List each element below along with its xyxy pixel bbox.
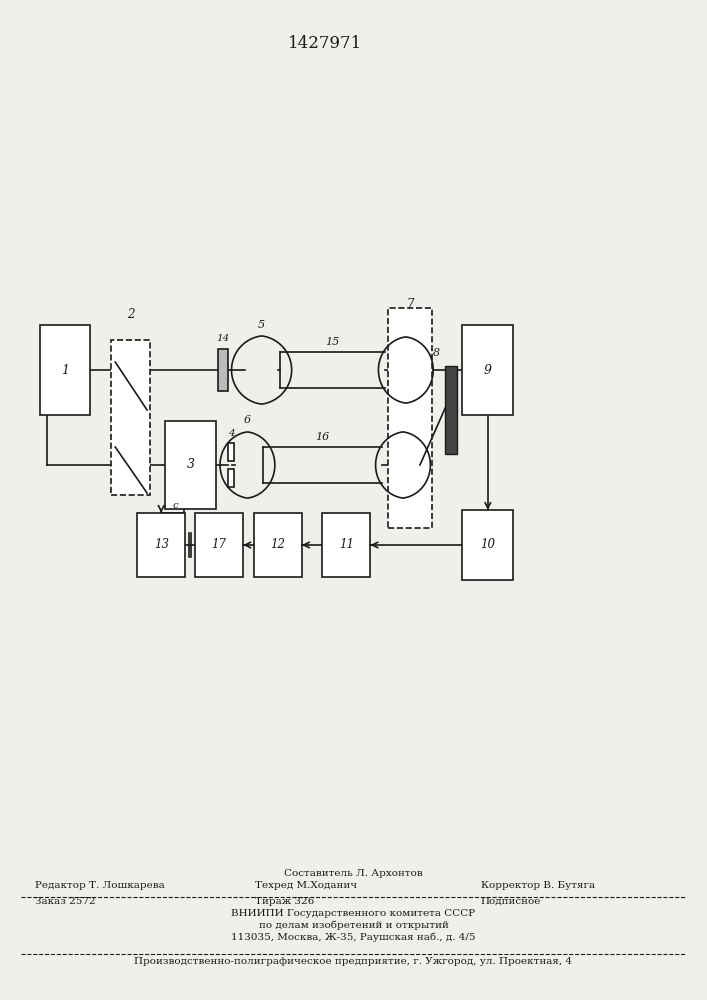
Bar [137,513,185,577]
Bar [445,365,457,454]
Text: 14: 14 [216,334,229,343]
Text: Редактор Т. Лошкарева: Редактор Т. Лошкарева [35,881,165,890]
Text: Техред М.Ходанич: Техред М.Ходанич [255,881,356,890]
Bar [228,469,234,487]
Text: 1427971: 1427971 [288,35,363,52]
Bar [111,340,150,495]
Text: 8: 8 [433,348,440,358]
Bar [462,325,513,415]
Text: 3: 3 [187,458,195,472]
Bar [462,510,513,580]
Text: 2: 2 [127,308,134,322]
Text: 16: 16 [315,432,329,442]
Text: 5: 5 [258,320,265,330]
Text: 17: 17 [211,538,227,552]
Text: 1: 1 [61,363,69,376]
Text: 9: 9 [484,363,492,376]
Text: Подписное: Подписное [481,897,541,906]
Text: 4: 4 [228,429,235,438]
Text: Корректор В. Бутяга: Корректор В. Бутяга [481,881,595,890]
Text: 6: 6 [244,415,251,425]
Text: ВНИИПИ Государственного комитета СССР: ВНИИПИ Государственного комитета СССР [231,909,476,918]
Text: c: c [173,501,178,510]
Bar [254,513,302,577]
Bar [40,325,90,415]
Text: 7: 7 [407,298,414,311]
Bar [388,308,432,527]
Text: 11: 11 [339,538,354,552]
Text: по делам изобретений и открытий: по делам изобретений и открытий [259,920,448,930]
Bar [228,443,234,461]
Text: 12: 12 [270,538,286,552]
Text: Заказ 2572: Заказ 2572 [35,897,96,906]
Bar [218,349,228,391]
Bar [322,513,370,577]
Text: 10: 10 [480,538,496,552]
Text: 13: 13 [153,538,169,552]
Text: Производственно-полиграфическое предприятие, г. Ужгород, ул. Проектная, 4: Производственно-полиграфическое предприя… [134,957,573,966]
Bar [165,421,216,509]
Text: 113035, Москва, Ж-35, Раушская наб., д. 4/5: 113035, Москва, Ж-35, Раушская наб., д. … [231,932,476,942]
Text: 15: 15 [325,337,340,347]
Bar [195,513,243,577]
Text: Составитель Л. Архонтов: Составитель Л. Архонтов [284,869,423,878]
Text: Тираж 326: Тираж 326 [255,897,314,906]
